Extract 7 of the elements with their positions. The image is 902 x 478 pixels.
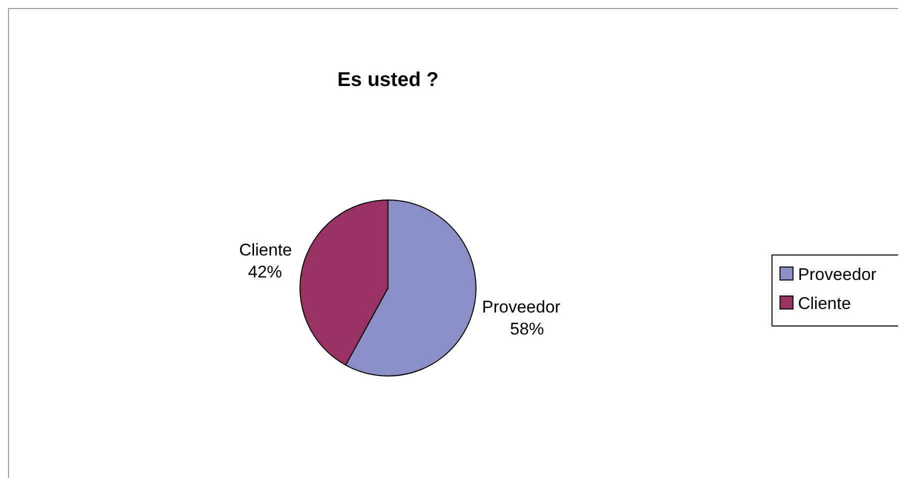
data-label: 58% xyxy=(510,319,544,338)
legend-label: Cliente xyxy=(798,294,851,313)
legend-label: Proveedor xyxy=(798,265,877,284)
slice-label: Proveedor xyxy=(482,297,561,316)
data-label: 42% xyxy=(248,262,282,282)
chart-title: Es usted ? xyxy=(337,69,439,91)
slice-label: Cliente xyxy=(239,240,292,260)
